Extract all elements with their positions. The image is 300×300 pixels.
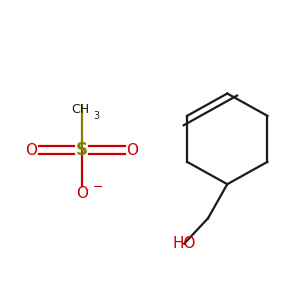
Text: 3: 3 [93,111,99,122]
Text: HO: HO [172,236,196,251]
Text: O: O [126,142,138,158]
Text: O: O [76,186,88,201]
Text: S: S [76,141,88,159]
Text: CH: CH [71,103,89,116]
Text: −: − [93,181,103,194]
Text: O: O [25,142,37,158]
